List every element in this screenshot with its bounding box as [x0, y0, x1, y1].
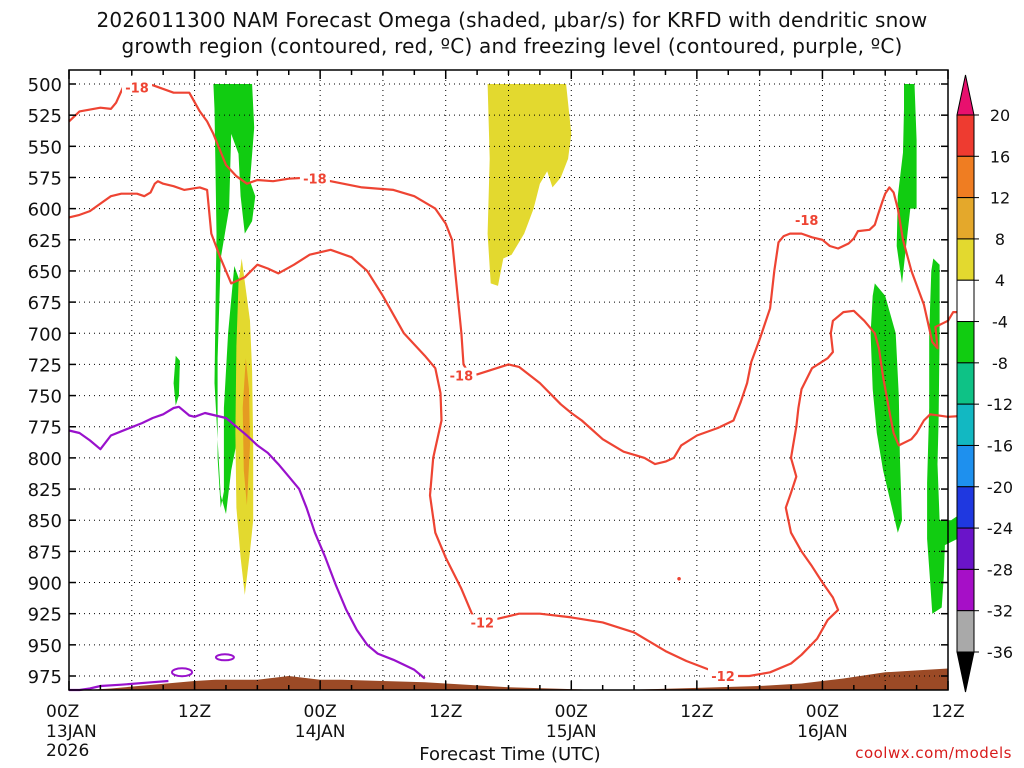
contour-label-bg-1 [299, 170, 330, 186]
y-tick-label-700: 700 [28, 324, 62, 345]
y-tick-label-675: 675 [28, 293, 62, 314]
x-tick-label-5: 12Z [680, 702, 713, 722]
colorbar-box-7 [956, 362, 975, 405]
x-date-label-4: 15JAN [546, 722, 597, 742]
y-tick-label-775: 775 [28, 418, 62, 439]
omega-shade-5 [487, 84, 572, 286]
colorbar-box-13 [956, 610, 975, 653]
omega-shade-1 [173, 355, 180, 406]
y-tick-label-600: 600 [28, 200, 62, 221]
colorbar-label-0: 20 [990, 106, 1010, 125]
colorbar-label-11: -28 [987, 560, 1013, 579]
series-line-0 [68, 82, 975, 466]
y-tick-label-725: 725 [28, 355, 62, 376]
colorbar-box-8 [956, 403, 975, 446]
x-tick-label-6: 00Z [806, 702, 839, 722]
series-line-2 [68, 405, 426, 680]
x-tick-label-7: 12Z [931, 702, 964, 722]
y-tick-label-500: 500 [28, 75, 62, 96]
y-tick-label-950: 950 [28, 636, 62, 657]
x-tick-label-0: 00Z [46, 702, 79, 722]
colorbar-label-3: 8 [995, 230, 1005, 249]
omega-shade-0 [213, 84, 256, 514]
y-tick-label-650: 650 [28, 262, 62, 283]
colorbar-label-8: -16 [987, 436, 1013, 455]
omega-shading-layer [173, 84, 959, 614]
colorbar-label-7: -12 [987, 395, 1013, 414]
colorbar-triangle-bottom [956, 651, 975, 693]
x-axis-title: Forecast Time (UTC) [419, 744, 601, 765]
y-tick-label-800: 800 [28, 449, 62, 470]
chart-title-line-1: 2026011300 NAM Forecast Omega (shaded, μ… [96, 8, 928, 32]
y-tick-label-625: 625 [28, 231, 62, 252]
colorbar: 20 16 12 8 4 -4 -8 -12 -16 -20 -24 -28 -32 -36 [956, 74, 1013, 693]
contour-label-3: -18 [795, 214, 819, 229]
colorbar-label-6: -8 [992, 354, 1008, 373]
colorbar-label-1: 16 [990, 147, 1010, 166]
x-tick-label-2: 00Z [304, 702, 337, 722]
omega-shade-7 [242, 358, 250, 506]
colorbar-box-9 [956, 444, 975, 488]
contour-label-layer: -18 -18 -18 -18 -12 -12 [122, 79, 822, 685]
colorbar-label-13: -36 [987, 643, 1013, 662]
contour-label-0: -18 [125, 82, 149, 97]
contour-label-4: -12 [471, 616, 495, 631]
colorbar-box-4 [956, 238, 975, 281]
series-line-1 [68, 180, 969, 678]
omega-shade-4 [927, 258, 959, 614]
colorbar-label-5: -4 [992, 313, 1008, 332]
colorbar-box-6 [956, 321, 975, 364]
x-year-label-0: 2026 [46, 741, 89, 761]
colorbar-box-10 [956, 486, 975, 529]
source-credit: coolwx.com/models [855, 744, 1012, 762]
chart-title-line-2: growth region (contoured, red, ºC) and f… [121, 34, 903, 58]
y-tick-label-850: 850 [28, 511, 62, 532]
colorbar-label-10: -24 [987, 519, 1013, 538]
colorbar-label-4: 4 [995, 271, 1005, 290]
contour-label-5: -12 [711, 670, 735, 685]
contour-label-bg-4 [467, 614, 498, 630]
freezing-closed-contour-2 [214, 653, 235, 662]
y-tick-label-575: 575 [28, 168, 62, 189]
contour-label-1: -18 [303, 173, 327, 188]
colorbar-box-1 [956, 114, 975, 157]
x-tick-label-1: 12Z [178, 702, 211, 722]
colorbar-label-2: 12 [990, 189, 1010, 208]
y-tick-label-900: 900 [28, 574, 62, 595]
omega-shade-2 [870, 283, 902, 533]
colorbar-box-12 [956, 568, 975, 612]
x-tick-label-3: 12Z [429, 702, 462, 722]
grid-layer [69, 70, 948, 690]
colorbar-box-2 [956, 155, 975, 199]
contour-label-bg-5 [708, 668, 739, 683]
y-tick-label-975: 975 [28, 667, 62, 688]
snow-closed-contour-dot [677, 576, 681, 581]
y-tick-label-550: 550 [28, 137, 62, 158]
colorbar-box-5 [956, 279, 975, 323]
y-tick-label-925: 925 [28, 605, 62, 626]
x-date-label-6: 16JAN [797, 722, 848, 742]
y-tick-label-825: 825 [28, 480, 62, 501]
contour-label-bg-2 [446, 367, 477, 383]
colorbar-label-9: -20 [987, 478, 1013, 497]
contour-label-2: -18 [450, 370, 474, 385]
colorbar-label-12: -32 [987, 602, 1013, 621]
freezing-closed-contour-1 [171, 667, 194, 678]
contour-label-bg-0 [122, 79, 153, 95]
axis-layer: 500 525 550 575 600 625 650 675 700 725 750 775 800 8… [28, 70, 965, 761]
y-tick-label-525: 525 [28, 106, 62, 127]
colorbar-box-11 [956, 527, 975, 570]
x-date-label-0: 13JAN [46, 722, 97, 742]
colorbar-box-3 [956, 197, 975, 240]
contour-label-bg-3 [791, 211, 822, 227]
y-tick-label-750: 750 [28, 387, 62, 408]
x-date-label-2: 14JAN [295, 722, 346, 742]
colorbar-triangle-top [956, 74, 975, 116]
y-tick-label-875: 875 [28, 542, 62, 563]
x-tick-label-4: 00Z [555, 702, 588, 722]
